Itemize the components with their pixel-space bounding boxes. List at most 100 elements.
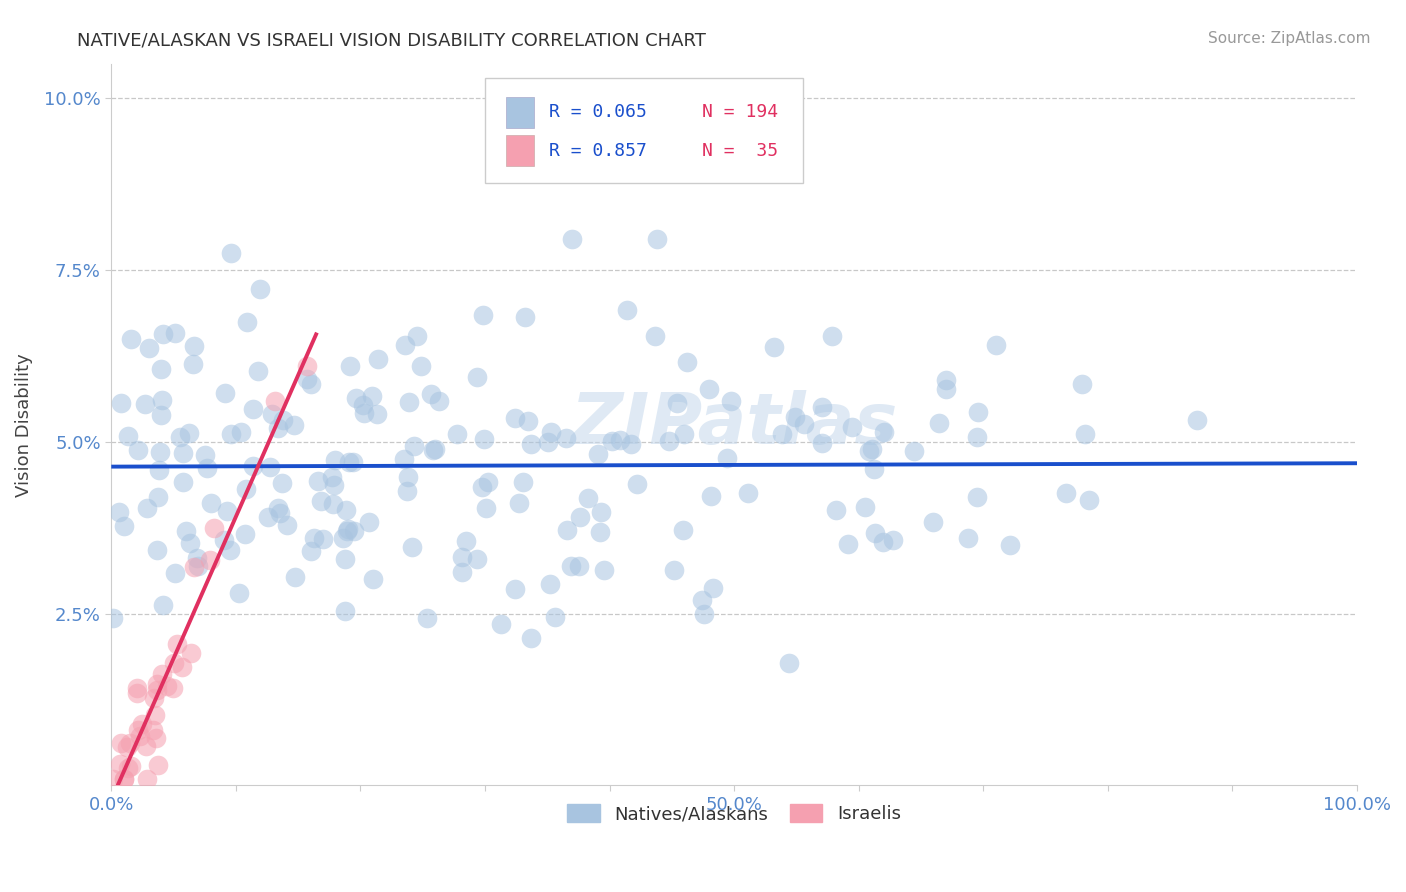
Text: N =  35: N = 35: [702, 142, 778, 160]
Point: [337, 455, 360, 469]
Point: [269, 506, 291, 520]
Point: [778, 657, 800, 671]
Point: [427, 393, 450, 408]
Point: [323, 452, 346, 467]
Point: [508, 496, 530, 510]
Point: [406, 329, 429, 343]
Point: [131, 717, 153, 731]
Point: [148, 463, 170, 477]
Point: [321, 470, 343, 484]
Point: [145, 542, 167, 557]
Point: [128, 729, 150, 743]
Point: [716, 450, 738, 465]
Point: [120, 758, 142, 772]
Point: [152, 327, 174, 342]
Point: [394, 338, 416, 352]
Point: [837, 537, 859, 551]
Point: [307, 475, 329, 489]
Point: [702, 581, 724, 595]
Point: [267, 421, 290, 435]
Point: [472, 308, 495, 322]
Point: [146, 490, 169, 504]
Point: [179, 646, 201, 660]
Point: [505, 411, 527, 425]
Point: [242, 401, 264, 416]
Text: ZIPatlas: ZIPatlas: [571, 391, 898, 459]
Point: [264, 393, 287, 408]
Point: [353, 406, 375, 420]
Point: [720, 393, 742, 408]
Point: [200, 496, 222, 510]
Point: [762, 340, 785, 354]
Point: [537, 434, 560, 449]
Point: [451, 565, 474, 579]
Point: [692, 607, 714, 621]
Point: [197, 460, 219, 475]
Point: [219, 426, 242, 441]
Point: [1078, 492, 1101, 507]
Point: [404, 439, 426, 453]
Point: [212, 533, 235, 548]
Point: [398, 395, 420, 409]
Point: [229, 425, 252, 440]
Point: [335, 503, 357, 517]
Point: [163, 326, 186, 340]
Point: [145, 707, 167, 722]
Point: [620, 436, 643, 450]
Point: [872, 535, 894, 549]
Point: [125, 681, 148, 695]
Point: [367, 352, 389, 367]
Point: [662, 563, 685, 577]
Point: [357, 515, 380, 529]
Point: [737, 485, 759, 500]
Point: [512, 475, 534, 490]
Point: [853, 500, 876, 514]
Point: [322, 497, 344, 511]
Point: [472, 433, 495, 447]
Point: [333, 604, 356, 618]
Point: [218, 543, 240, 558]
Point: [335, 551, 357, 566]
Point: [135, 772, 157, 786]
Point: [475, 501, 498, 516]
Point: [446, 426, 468, 441]
Point: [163, 657, 186, 671]
Point: [120, 736, 142, 750]
Point: [423, 442, 446, 456]
Point: [166, 637, 188, 651]
Point: [644, 328, 666, 343]
Point: [299, 377, 322, 392]
Point: [110, 736, 132, 750]
Point: [332, 531, 354, 545]
Point: [219, 245, 242, 260]
Point: [134, 397, 156, 411]
Point: [177, 426, 200, 441]
Point: [233, 526, 256, 541]
Point: [146, 677, 169, 691]
Point: [544, 609, 567, 624]
Text: R = 0.857: R = 0.857: [548, 142, 647, 160]
Point: [135, 739, 157, 753]
Point: [420, 387, 443, 401]
Point: [935, 382, 957, 396]
Point: [200, 552, 222, 566]
Point: [186, 551, 208, 566]
Point: [112, 519, 135, 533]
Point: [672, 523, 695, 537]
Point: [903, 444, 925, 458]
Point: [143, 691, 166, 706]
Point: [882, 533, 904, 548]
Text: Source: ZipAtlas.com: Source: ZipAtlas.com: [1208, 31, 1371, 46]
Point: [142, 723, 165, 737]
Point: [555, 431, 578, 445]
Point: [311, 493, 333, 508]
Point: [873, 425, 896, 439]
Point: [101, 611, 124, 625]
Point: [922, 515, 945, 529]
Point: [394, 452, 416, 467]
Point: [811, 436, 834, 450]
Point: [339, 359, 361, 373]
Text: R = 0.065: R = 0.065: [548, 103, 647, 121]
Point: [266, 501, 288, 516]
Point: [658, 434, 681, 448]
